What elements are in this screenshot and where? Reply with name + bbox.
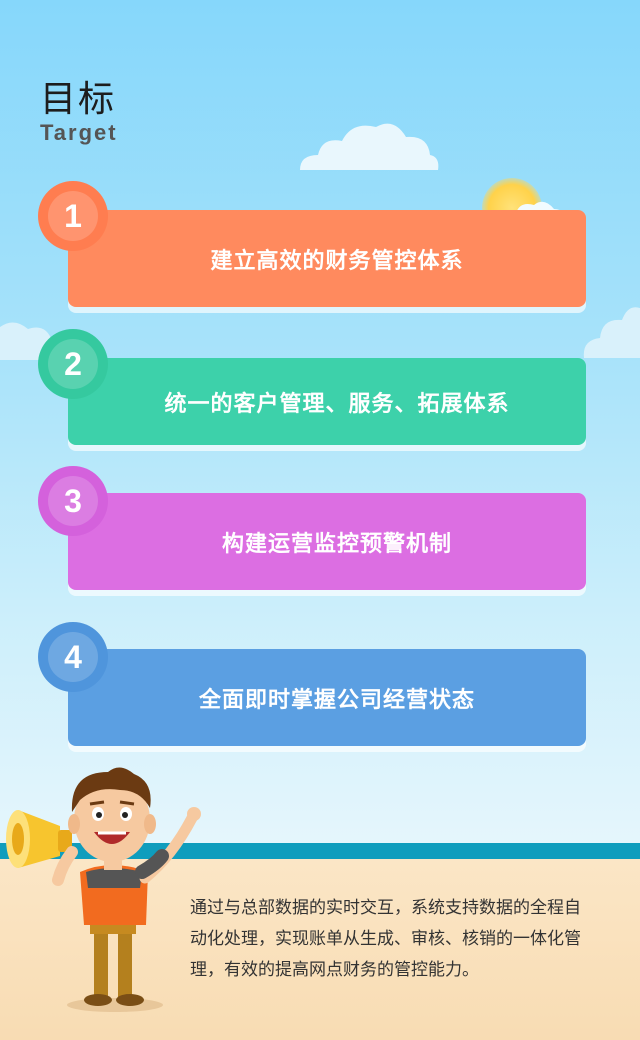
megaphone-icon [6,810,72,868]
page-title: 目标 [40,79,117,120]
cloud-icon [583,307,640,358]
goal-text: 建立高效的财务管控体系 [210,248,464,274]
goal-text: 全面即时掌握公司经营状态 [198,687,475,713]
page-subtitle: Target [40,120,118,145]
goal-number-badge-2: 2 [38,329,108,399]
goal-number-badge-3: 3 [38,466,108,536]
goal-number-badge-1: 1 [38,181,108,251]
description-text: 通过与总部数据的实时交互，系统支持数据的全程自动化处理，实现账单从生成、审核、核… [190,898,581,980]
goal-number: 4 [64,638,82,675]
goal-text: 构建运营监控预警机制 [221,531,452,557]
mascot-icon [6,767,201,1012]
goal-number: 1 [64,197,82,234]
goal-number: 2 [64,345,82,382]
goal-card-4: 全面即时掌握公司经营状态 [68,649,586,746]
goal-text: 统一的客户管理、服务、拓展体系 [164,391,510,417]
goal-card-2: 统一的客户管理、服务、拓展体系 [68,358,586,445]
goal-card-3: 构建运营监控预警机制 [68,493,586,590]
goal-card-1: 建立高效的财务管控体系 [68,210,586,307]
goal-number: 3 [64,482,82,519]
cloud-icon [300,123,439,170]
goal-number-badge-4: 4 [38,622,108,692]
